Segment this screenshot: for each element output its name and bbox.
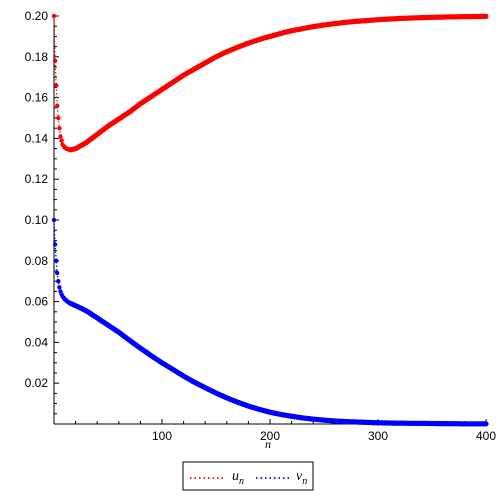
y-tick-label: 0.02 <box>25 376 49 390</box>
series-v-line <box>53 219 486 425</box>
y-tick-label: 0.18 <box>25 50 49 64</box>
y-tick-label: 0.16 <box>25 91 49 105</box>
x-axis-label: n <box>265 437 271 451</box>
x-tick-label: 300 <box>368 429 388 443</box>
y-tick-label: 0.08 <box>25 254 49 268</box>
y-tick-label: 0.06 <box>25 295 49 309</box>
series-u-point <box>58 134 63 139</box>
y-tick-label: 0.14 <box>25 131 49 145</box>
y-tick-label: 0.12 <box>25 172 49 186</box>
series-u-point <box>51 13 57 19</box>
series-u-point <box>59 138 64 143</box>
series-u-point <box>483 13 489 19</box>
series-v-point <box>54 258 59 263</box>
series-u-point <box>55 103 60 109</box>
y-tick-label: 0.04 <box>25 335 49 349</box>
legend-box <box>182 461 314 491</box>
series-v-point <box>52 242 58 247</box>
legend-label: un <box>232 469 244 487</box>
legend-item-u: un <box>190 469 244 487</box>
legend: un vn <box>182 461 314 491</box>
series-u-point <box>57 126 62 131</box>
series-u-point <box>54 83 59 88</box>
series-v-point <box>56 279 61 284</box>
series-u-point <box>52 58 58 64</box>
y-tick-label: 0.10 <box>25 213 49 227</box>
series-u <box>51 13 489 153</box>
series-u-point <box>56 115 61 121</box>
y-tick-label: 0.20 <box>25 9 49 23</box>
series-layer <box>51 13 489 427</box>
legend-item-v: vn <box>256 469 307 487</box>
legend-label: vn <box>296 469 307 487</box>
x-tick-label: 200 <box>260 429 280 443</box>
series-v-point <box>57 285 62 290</box>
series-v-point <box>483 421 489 427</box>
series-v-point <box>55 270 60 276</box>
x-tick-label: 100 <box>152 429 172 443</box>
series-v-point <box>51 217 57 223</box>
x-tick-label: 400 <box>476 429 496 443</box>
series-v <box>51 217 489 427</box>
y-axis: 0.02 0.04 0.06 0.08 0.10 0.12 0.14 0.16 0.18 0.20 <box>25 9 59 424</box>
